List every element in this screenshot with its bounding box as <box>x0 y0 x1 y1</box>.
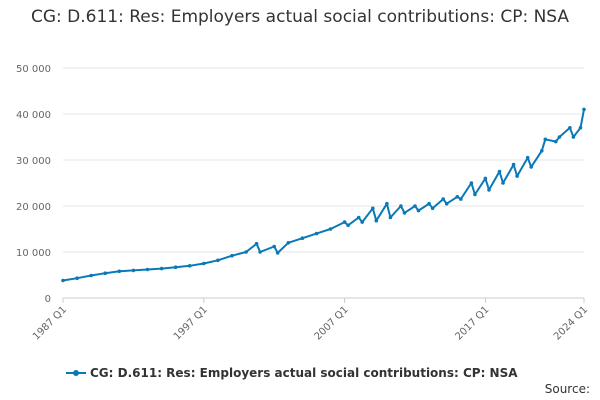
data-point[interactable] <box>202 261 206 266</box>
data-point[interactable] <box>582 107 586 112</box>
data-point[interactable] <box>413 204 417 208</box>
data-point[interactable] <box>230 253 234 258</box>
data-point[interactable] <box>483 176 488 181</box>
data-point[interactable] <box>385 201 389 206</box>
data-point[interactable] <box>131 268 136 273</box>
data-point[interactable] <box>216 258 220 263</box>
data-point[interactable] <box>399 204 403 208</box>
data-point[interactable] <box>89 273 93 278</box>
legend-label: CG: D.611: Res: Employers actual social … <box>90 366 518 380</box>
legend[interactable]: CG: D.611: Res: Employers actual social … <box>66 366 518 380</box>
data-point[interactable] <box>272 244 277 249</box>
data-point[interactable] <box>388 215 393 220</box>
x-tick-label: 1997 Q1 <box>172 304 210 342</box>
data-point[interactable] <box>103 271 107 276</box>
data-point[interactable] <box>554 139 558 144</box>
data-point[interactable] <box>145 267 150 272</box>
x-tick-labels: 1987 Q1 1997 Q1 2007 Q1 2017 Q1 2024 Q1 <box>31 304 590 342</box>
legend-swatch-icon <box>66 367 86 379</box>
data-point[interactable] <box>529 165 533 169</box>
data-point[interactable] <box>427 201 431 206</box>
y-tick-label: 10 000 <box>16 248 51 259</box>
data-point[interactable] <box>402 211 407 215</box>
data-point[interactable] <box>473 192 477 197</box>
data-point[interactable] <box>286 241 291 245</box>
data-point[interactable] <box>117 269 122 274</box>
data-point[interactable] <box>61 278 65 283</box>
data-point[interactable] <box>187 264 192 268</box>
data-point[interactable] <box>469 181 474 185</box>
data-point[interactable] <box>275 251 280 255</box>
data-point[interactable] <box>342 220 347 224</box>
x-tick-label: 1987 Q1 <box>31 304 69 342</box>
data-point[interactable] <box>487 188 491 192</box>
data-point[interactable] <box>444 201 449 206</box>
y-tick-label: 40 000 <box>16 110 51 121</box>
series-line <box>62 109 585 282</box>
x-tick-label: 2017 Q1 <box>453 304 491 342</box>
data-point[interactable] <box>371 206 375 211</box>
axes <box>62 297 585 303</box>
data-point[interactable] <box>356 215 361 220</box>
data-point[interactable] <box>416 208 421 213</box>
data-point[interactable] <box>497 169 502 174</box>
y-tick-label: 50 000 <box>16 64 51 75</box>
data-point[interactable] <box>540 149 544 153</box>
y-tick-label: 20 000 <box>16 202 51 213</box>
series-layer <box>61 107 586 283</box>
data-point[interactable] <box>501 181 505 185</box>
data-point[interactable] <box>159 266 164 271</box>
data-point[interactable] <box>441 197 446 201</box>
data-point[interactable] <box>75 276 79 281</box>
y-tick-label: 30 000 <box>16 156 51 167</box>
data-point[interactable] <box>258 250 262 254</box>
data-point[interactable] <box>459 197 463 201</box>
data-point[interactable] <box>525 155 530 160</box>
data-point[interactable] <box>314 231 319 236</box>
data-point[interactable] <box>568 126 572 130</box>
data-point[interactable] <box>300 236 305 240</box>
data-point[interactable] <box>346 223 350 228</box>
data-point[interactable] <box>543 137 548 142</box>
data-point[interactable] <box>374 218 379 223</box>
data-point[interactable] <box>360 220 365 224</box>
data-point[interactable] <box>244 250 248 254</box>
data-point[interactable] <box>254 241 259 246</box>
data-point[interactable] <box>557 135 562 139</box>
grid-lines <box>63 67 584 253</box>
y-tick-label: 0 <box>45 294 51 305</box>
data-point[interactable] <box>173 265 178 270</box>
data-point[interactable] <box>430 206 435 211</box>
data-point[interactable] <box>511 162 516 167</box>
x-tick-label: 2007 Q1 <box>313 304 351 342</box>
data-point[interactable] <box>515 174 519 178</box>
data-point[interactable] <box>455 195 460 199</box>
data-point[interactable] <box>328 227 333 231</box>
x-tick-label: 2024 Q1 <box>552 304 590 342</box>
data-point[interactable] <box>571 135 576 139</box>
y-tick-labels: 0 10 000 20 000 30 000 40 000 50 000 <box>16 64 51 305</box>
data-point[interactable] <box>578 126 583 130</box>
chart-title: CG: D.611: Res: Employers actual social … <box>30 7 570 27</box>
source-label: Source: <box>544 382 590 396</box>
